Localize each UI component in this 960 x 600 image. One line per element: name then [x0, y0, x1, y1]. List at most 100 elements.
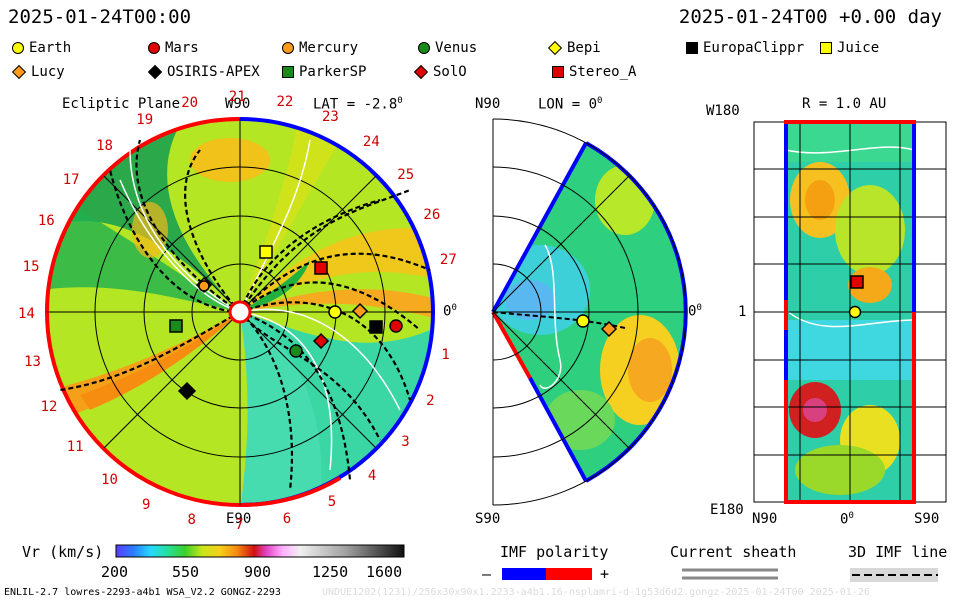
parkersp-marker	[169, 319, 183, 333]
legend-europaclipper: EuropaClippr	[686, 40, 804, 56]
imf-minus-label: –	[482, 565, 492, 583]
colorbar-tick: 900	[244, 563, 272, 581]
ecliptic-lat-label: LAT = -2.80	[313, 96, 403, 113]
carrington-label: 5	[327, 494, 337, 511]
meridional-bepi-marker	[600, 320, 618, 338]
legend-label: Earth	[29, 40, 72, 56]
legend-label: Venus	[435, 40, 478, 56]
earth-marker-icon	[12, 42, 24, 54]
carrington-label: 9	[142, 497, 151, 514]
degree-sup: 0	[597, 96, 603, 106]
venus-marker-icon	[418, 42, 430, 54]
colorbar-tick: 200	[101, 563, 129, 581]
legend-label: SolO	[433, 64, 467, 80]
imf-line-title: 3D IMF line	[848, 543, 948, 561]
meridional-earth-marker	[576, 314, 590, 328]
europaclipper-marker	[369, 320, 383, 334]
stereo-a-marker-icon	[552, 66, 564, 78]
carrington-label: 4	[367, 468, 377, 485]
carrington-label: 24	[362, 133, 380, 150]
colorbar-tick: 1250	[312, 563, 349, 581]
europaclipper-marker-icon	[686, 42, 698, 54]
stereo-a-marker	[314, 261, 328, 275]
carrington-label: 15	[22, 258, 40, 275]
ecliptic-bottom-label: E90	[226, 511, 252, 527]
ecliptic-title: Ecliptic Plane	[62, 96, 181, 112]
imf-polarity-title: IMF polarity	[500, 543, 609, 561]
carrington-label: 8	[187, 512, 196, 529]
degree-sup: 0	[696, 303, 702, 313]
vr-colorbar	[115, 544, 405, 558]
imf-line-swatch	[850, 568, 938, 582]
carrington-label: 19	[136, 111, 154, 128]
carrington-label: 27	[439, 252, 457, 269]
legend-label: Bepi	[567, 40, 601, 56]
footer-left: ENLIL-2.7 lowres-2293-a4b1 WSA_V2.2 GONG…	[4, 587, 281, 598]
carrington-label: 12	[40, 398, 58, 415]
imf-plus-label: +	[600, 565, 610, 583]
legend-stereo-a: Stereo_A	[552, 64, 636, 80]
sun-icon	[228, 300, 252, 324]
legend-solo: SolO	[413, 64, 467, 80]
radial-x-label-0: 00	[840, 511, 854, 528]
right-value: 0	[688, 303, 697, 320]
lat-value: LAT = -2.8	[313, 96, 398, 113]
meridional-lon-label: LON = 00	[538, 96, 602, 113]
carrington-label: 13	[24, 353, 41, 370]
lon-value: LON = 0	[538, 96, 598, 113]
carrington-label: 1	[441, 347, 450, 364]
legend-label: Mercury	[299, 40, 359, 56]
imf-positive-swatch	[546, 568, 592, 580]
radial-plot	[753, 120, 947, 504]
carrington-label: 11	[66, 438, 84, 455]
legend-mercury: Mercury	[282, 40, 358, 56]
current-sheath-title: Current sheath	[670, 543, 797, 561]
radial-top-left-label: W180	[706, 103, 740, 119]
radial-r-label: R = 1.0 AU	[802, 96, 887, 112]
legend-venus: Venus	[418, 40, 477, 56]
meridional-top-label: N90	[475, 96, 501, 112]
header-right-timestamp: 2025-01-24T00 +0.00 day	[678, 6, 942, 28]
legend-label: Lucy	[31, 64, 65, 80]
carrington-label: 7	[235, 516, 244, 533]
meridional-right-label: 00	[688, 303, 702, 320]
osiris-apex-marker	[177, 381, 197, 401]
legend-mars: Mars	[148, 40, 199, 56]
radial-x-label-n90: N90	[752, 511, 778, 527]
meridional-bottom-label: S90	[475, 511, 501, 527]
carrington-label: 21	[228, 89, 246, 106]
legend-juice: Juice	[820, 40, 879, 56]
right-value: 0	[443, 303, 452, 320]
carrington-label: 20	[181, 95, 199, 112]
legend-label: EuropaClippr	[703, 40, 805, 56]
carrington-label: 14	[18, 306, 35, 323]
venus-marker	[289, 344, 303, 358]
legend-osiris-apex: OSIRIS-APEX	[147, 64, 260, 80]
legend-lucy: Lucy	[11, 64, 65, 80]
legend-earth: Earth	[12, 40, 71, 56]
carrington-label: 2	[426, 392, 435, 409]
ecliptic-markers	[169, 245, 403, 401]
carrington-label: 26	[423, 207, 441, 224]
legend-label: Juice	[837, 40, 880, 56]
carrington-label: 17	[62, 172, 80, 189]
carrington-label: 23	[321, 108, 339, 125]
mars-marker-icon	[148, 42, 160, 54]
legend-label: OSIRIS-APEX	[167, 64, 260, 80]
degree-sup: 0	[397, 96, 403, 106]
footer-right: UNDUE1202(1231)/256x30x90x1.2233-a4b1.16…	[322, 587, 870, 598]
carrington-label: 25	[397, 167, 415, 184]
parkersp-marker-icon	[282, 66, 294, 78]
header-left-timestamp: 2025-01-24T00:00	[8, 6, 192, 28]
mercury-marker	[198, 280, 210, 292]
legend-label: Stereo_A	[569, 64, 637, 80]
solo-marker	[312, 332, 330, 350]
colorbar-tick: 1600	[366, 563, 403, 581]
radial-stereo-a-marker	[850, 275, 864, 289]
ecliptic-top-label: W90	[225, 96, 251, 112]
current-sheath-swatch	[682, 568, 778, 580]
legend-label: Mars	[165, 40, 199, 56]
degree-sup: 0	[848, 511, 854, 521]
earth-marker	[328, 305, 342, 319]
current-sheath-lines	[119, 139, 401, 471]
